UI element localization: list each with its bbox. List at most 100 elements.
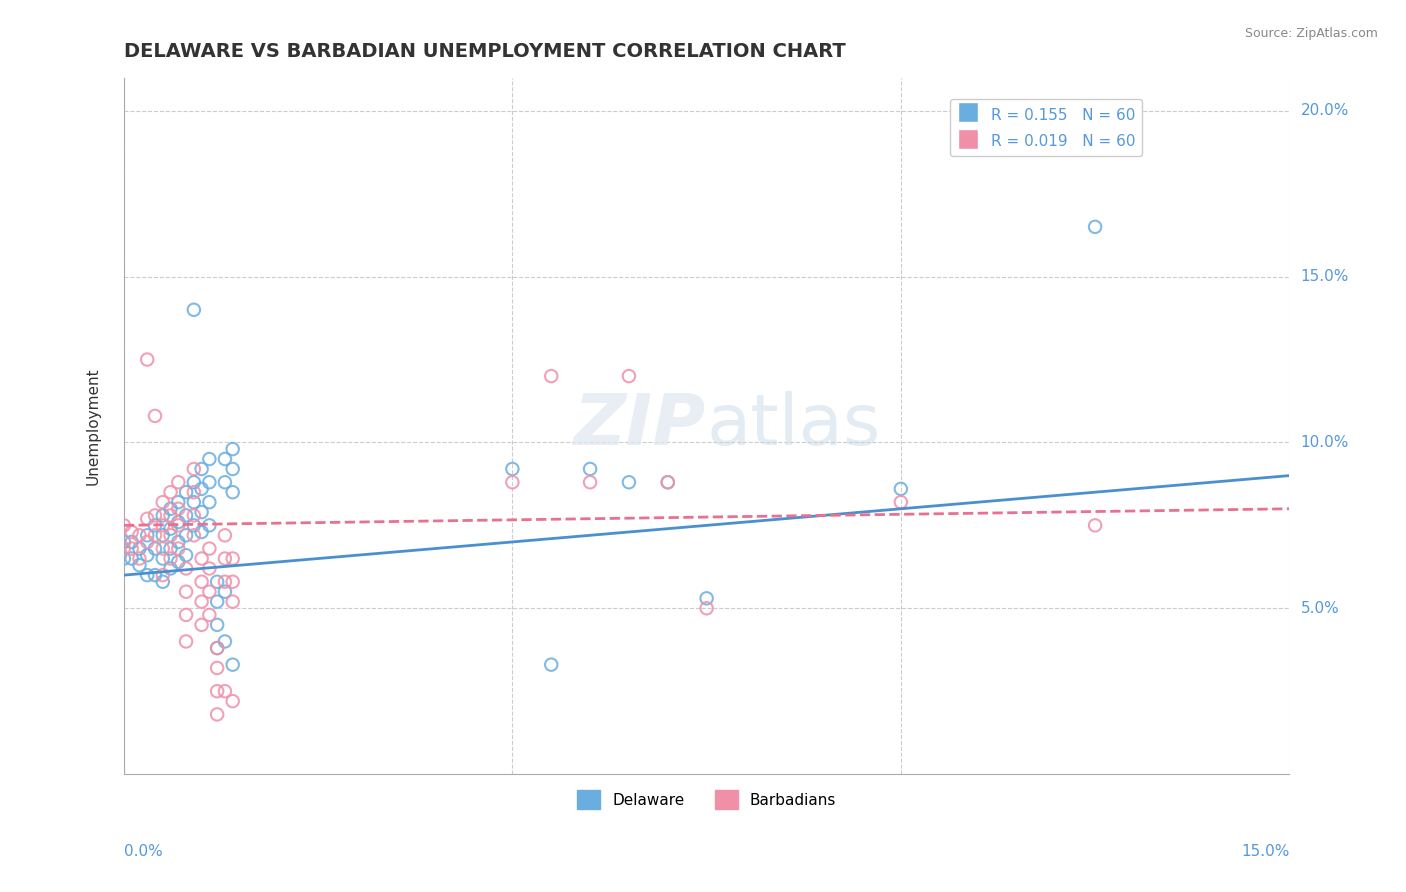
Point [540, 657, 562, 672]
Point [890, 495, 912, 509]
Point [214, 452, 236, 467]
Point [136, 548, 159, 562]
Point [159, 501, 181, 516]
Point [221, 485, 243, 500]
Point [183, 518, 205, 533]
Point [890, 482, 912, 496]
Point [167, 475, 190, 490]
Point [190, 462, 212, 476]
Point [159, 561, 181, 575]
Point [152, 518, 174, 533]
Point [1084, 219, 1107, 234]
Point [657, 475, 679, 490]
Point [159, 485, 181, 500]
Point [174, 528, 197, 542]
Point [112, 535, 135, 549]
Point [121, 524, 143, 539]
Point [159, 522, 181, 536]
Point [128, 558, 150, 573]
Point [214, 584, 236, 599]
Point [183, 495, 205, 509]
Point [167, 555, 190, 569]
Point [174, 607, 197, 622]
Point [221, 657, 243, 672]
Point [143, 508, 166, 523]
Point [190, 618, 212, 632]
Text: Source: ZipAtlas.com: Source: ZipAtlas.com [1244, 27, 1378, 40]
Point [152, 568, 174, 582]
Point [143, 409, 166, 423]
Point [221, 442, 243, 456]
Text: atlas: atlas [707, 392, 882, 460]
Point [1084, 518, 1107, 533]
Text: DELAWARE VS BARBADIAN UNEMPLOYMENT CORRELATION CHART: DELAWARE VS BARBADIAN UNEMPLOYMENT CORRE… [124, 42, 845, 61]
Point [198, 475, 221, 490]
Point [205, 707, 228, 722]
Point [183, 475, 205, 490]
Point [205, 684, 228, 698]
Text: 5.0%: 5.0% [1301, 601, 1339, 615]
Legend: Delaware, Barbadians: Delaware, Barbadians [571, 784, 842, 815]
Point [167, 535, 190, 549]
Point [214, 528, 236, 542]
Point [190, 594, 212, 608]
Point [205, 641, 228, 656]
Point [167, 518, 190, 533]
Point [183, 302, 205, 317]
Point [143, 518, 166, 533]
Point [159, 541, 181, 556]
Point [205, 618, 228, 632]
Point [221, 462, 243, 476]
Point [143, 568, 166, 582]
Point [167, 495, 190, 509]
Point [205, 661, 228, 675]
Point [190, 524, 212, 539]
Point [159, 551, 181, 566]
Point [167, 501, 190, 516]
Text: 10.0%: 10.0% [1301, 435, 1348, 450]
Point [121, 535, 143, 549]
Text: 15.0%: 15.0% [1301, 269, 1348, 284]
Point [205, 574, 228, 589]
Point [174, 548, 197, 562]
Point [190, 574, 212, 589]
Point [579, 475, 602, 490]
Point [183, 462, 205, 476]
Point [152, 508, 174, 523]
Point [221, 594, 243, 608]
Point [112, 551, 135, 566]
Point [143, 541, 166, 556]
Text: 15.0%: 15.0% [1241, 845, 1289, 859]
Point [174, 561, 197, 575]
Point [657, 475, 679, 490]
Point [152, 574, 174, 589]
Text: ZIP: ZIP [575, 392, 707, 460]
Point [190, 505, 212, 519]
Point [190, 551, 212, 566]
Point [221, 551, 243, 566]
Point [205, 641, 228, 656]
Point [143, 528, 166, 542]
Point [136, 528, 159, 542]
Point [617, 369, 640, 384]
Point [174, 634, 197, 648]
Point [152, 528, 174, 542]
Point [152, 541, 174, 556]
Point [167, 541, 190, 556]
Point [121, 541, 143, 556]
Y-axis label: Unemployment: Unemployment [86, 367, 100, 484]
Point [501, 475, 523, 490]
Point [121, 551, 143, 566]
Point [198, 495, 221, 509]
Point [198, 584, 221, 599]
Point [136, 352, 159, 367]
Point [190, 482, 212, 496]
Point [152, 551, 174, 566]
Point [183, 485, 205, 500]
Point [221, 574, 243, 589]
Point [214, 574, 236, 589]
Point [214, 475, 236, 490]
Point [198, 607, 221, 622]
Point [159, 508, 181, 523]
Point [696, 601, 718, 615]
